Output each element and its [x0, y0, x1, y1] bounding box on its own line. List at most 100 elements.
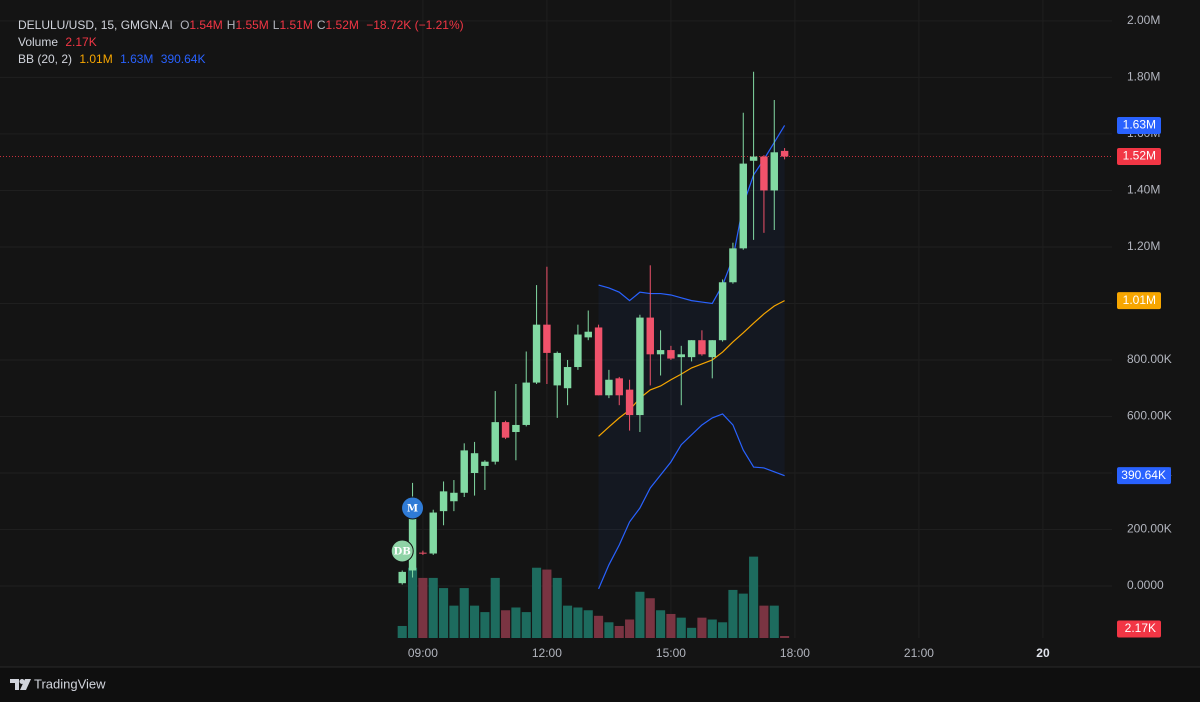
marker-label: DB — [394, 547, 411, 558]
volume-bar — [397, 625, 407, 638]
ohlc-key: O — [180, 18, 190, 32]
ohlc-key: C — [316, 18, 326, 32]
volume-title: Volume — [18, 35, 59, 49]
marker-label: M — [407, 504, 418, 515]
y-tick-label: 1.40M — [1127, 183, 1160, 197]
bb-basis-value: 1.01M — [79, 52, 113, 66]
candle-body — [398, 571, 406, 584]
y-tick-label: 800.00K — [1127, 352, 1172, 366]
bb-upper-value: 1.63M — [120, 52, 154, 66]
symbol: DELULU/USD, 15, GMGN.AI — [18, 18, 173, 32]
y-tick-label: 2.00M — [1127, 13, 1160, 27]
volume-bar — [625, 619, 635, 638]
candle-body — [532, 324, 541, 383]
candle-body — [574, 334, 582, 368]
candle-body — [770, 152, 778, 191]
legend-row-bb: BB (20, 2) 1.01M 1.63M 390.64K — [18, 51, 464, 68]
volume-bar — [418, 577, 428, 638]
candle-body — [408, 497, 417, 571]
candle-body — [501, 422, 510, 438]
candle-body — [553, 352, 561, 386]
x-tick-label: 09:00 — [408, 646, 438, 660]
volume-bar — [666, 613, 676, 638]
volume-value: 2.17K — [65, 35, 97, 49]
marker-circle — [401, 496, 425, 520]
volume-bar — [449, 605, 459, 638]
candle-body — [708, 340, 716, 358]
y-tick-label: 200.00K — [1127, 522, 1172, 536]
volume-bar — [428, 577, 438, 638]
candle-body — [780, 150, 789, 157]
y-tick-label: 0.0000 — [1127, 578, 1164, 592]
volume-bar — [439, 588, 449, 638]
candle-body — [656, 350, 665, 355]
candle-body — [739, 163, 747, 249]
volume-bar — [769, 605, 779, 638]
price-tag-label: 2.17K — [1125, 621, 1156, 635]
price-tag — [1117, 148, 1161, 166]
volume-bar — [604, 622, 614, 638]
volume-bar — [594, 615, 604, 638]
x-tick-label: 18:00 — [780, 646, 810, 660]
volume-bar — [780, 635, 790, 638]
volume-bar — [718, 622, 728, 638]
candle-body — [429, 512, 437, 554]
candle-body — [594, 327, 603, 396]
volume-bar — [480, 612, 490, 638]
candle-body — [470, 453, 479, 473]
bb-title: BB (20, 2) — [18, 52, 73, 66]
price-tag — [1117, 467, 1171, 485]
volume-bar — [728, 589, 738, 638]
volume-bar — [532, 567, 542, 638]
volume-bar — [470, 605, 480, 638]
legend-row-symbol: DELULU/USD, 15, GMGN.AI O1.54M H1.55M L1.5… — [18, 17, 464, 34]
volume-bar — [759, 605, 769, 638]
volume-bar — [583, 610, 593, 638]
price-tag — [1117, 292, 1161, 310]
y-tick-label: 1.80M — [1127, 70, 1160, 84]
candle-body — [667, 350, 675, 359]
marker-circle — [390, 539, 414, 563]
volume-bar — [501, 610, 511, 638]
price-tag-label: 390.64K — [1121, 468, 1166, 482]
brand-logo — [10, 679, 31, 690]
candle-body — [605, 379, 613, 396]
ohlc-key: H — [226, 18, 236, 32]
candle-body — [687, 340, 696, 358]
ohlc-value: 1.51M — [279, 18, 313, 32]
y-tick-label: 1.20M — [1127, 239, 1160, 253]
legend-row-volume: Volume 2.17K — [18, 34, 464, 51]
y-tick-label: 600.00K — [1127, 409, 1172, 423]
candle-body — [481, 461, 489, 466]
candle-body — [698, 340, 706, 355]
bb-lower-line — [598, 413, 785, 590]
volume-bar — [676, 617, 686, 638]
x-tick-label: 21:00 — [904, 646, 934, 660]
candle-body — [512, 424, 520, 433]
candle-body — [584, 331, 592, 338]
candle-body — [460, 450, 468, 493]
x-tick-label: 15:00 — [656, 646, 686, 660]
volume-bar — [635, 591, 645, 638]
candle-body — [543, 324, 551, 353]
candle-body — [491, 422, 499, 462]
event-marker: M — [401, 496, 425, 520]
candle-body — [636, 317, 644, 416]
price-tag — [1117, 620, 1161, 638]
candle-body — [615, 378, 623, 396]
volume-bar — [521, 612, 531, 638]
event-marker: DB — [390, 539, 414, 563]
price-tag-label: 1.63M — [1123, 118, 1156, 132]
candle-body — [729, 248, 737, 283]
candle-body — [450, 492, 458, 502]
volume-bar — [511, 607, 521, 638]
candle-body — [749, 156, 758, 161]
candle-body — [760, 156, 768, 191]
candle-body — [439, 491, 448, 512]
volume-bar — [738, 593, 748, 638]
bb-lower-value: 390.64K — [160, 52, 206, 66]
candle-body — [419, 552, 427, 554]
ohlc-value: 1.55M — [235, 18, 269, 32]
